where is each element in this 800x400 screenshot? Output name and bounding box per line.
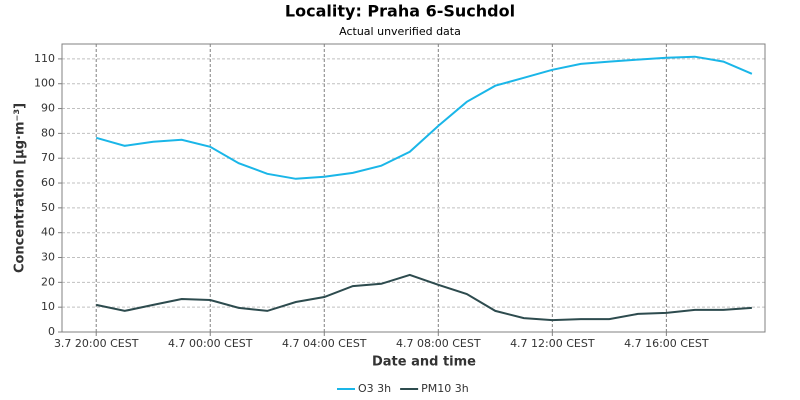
y-tick-label: 20 — [41, 275, 55, 288]
series-line — [95, 273, 752, 322]
series-line — [95, 55, 753, 180]
plot-area — [62, 44, 765, 332]
y-tick-label: 60 — [41, 176, 55, 189]
y-tick-label: 40 — [41, 226, 55, 239]
y-tick-label: 70 — [41, 151, 55, 164]
x-tick-label: 4.7 16:00 CEST — [624, 337, 709, 350]
y-tick-label: 100 — [34, 77, 55, 90]
y-tick-label: 0 — [48, 325, 55, 338]
x-tick-label: 3.7 20:00 CEST — [54, 337, 139, 350]
y-tick-label: 110 — [34, 52, 55, 65]
y-tick-label: 50 — [41, 201, 55, 214]
y-tick-label: 80 — [41, 126, 55, 139]
chart-title: Locality: Praha 6-Suchdol — [285, 2, 515, 21]
chart-subtitle: Actual unverified data — [339, 25, 461, 38]
x-tick-label: 4.7 08:00 CEST — [396, 337, 481, 350]
y-axis-title: Concentration [µg·m⁻³] — [13, 103, 28, 273]
x-tick-label: 4.7 00:00 CEST — [168, 337, 253, 350]
legend-label: O3 3h — [358, 382, 391, 395]
y-tick-label: 10 — [41, 300, 55, 313]
plot-frame — [61, 43, 766, 333]
y-tick-label: 30 — [41, 251, 55, 264]
x-axis-title: Date and time — [372, 355, 476, 370]
legend-label: PM10 3h — [421, 382, 469, 395]
x-tick-label: 4.7 04:00 CEST — [282, 337, 367, 350]
x-tick-label: 4.7 12:00 CEST — [510, 337, 595, 350]
y-tick-label: 90 — [41, 102, 55, 115]
